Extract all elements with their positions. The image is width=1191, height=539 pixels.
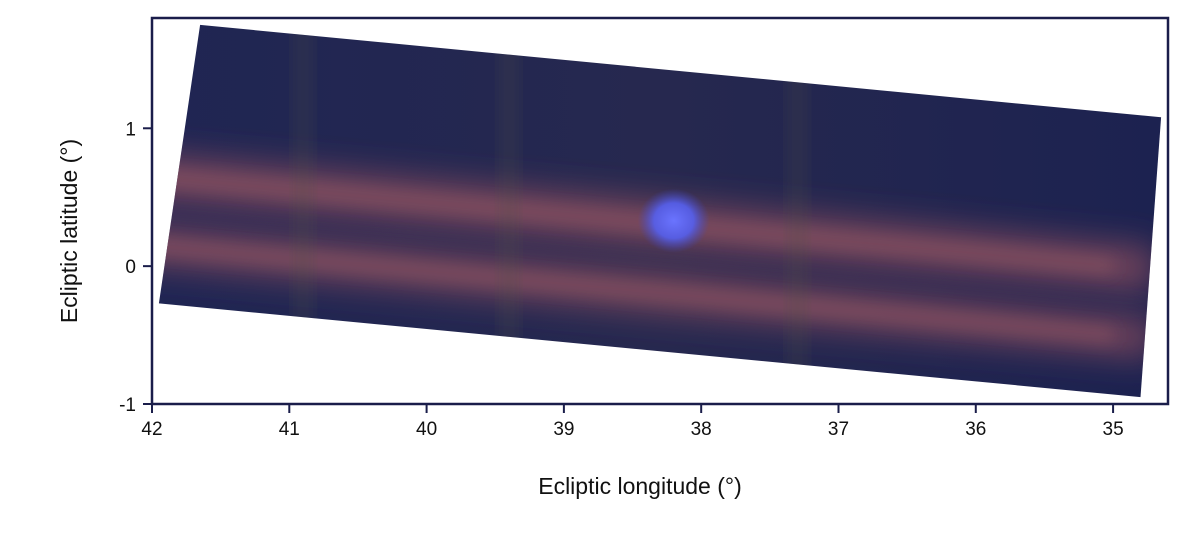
streak [787, 24, 808, 398]
x-axis: 42 41 40 39 38 37 36 35 [141, 404, 1124, 440]
x-tick-label: 39 [553, 419, 574, 440]
streak [498, 24, 519, 398]
y-axis-title: Ecliptic latitude (°) [56, 139, 82, 323]
vertical-streaks [293, 24, 808, 398]
x-tick-label: 35 [1103, 419, 1124, 440]
bright-source [637, 188, 710, 253]
y-tick-label: 0 [125, 257, 136, 278]
x-tick-label: 37 [828, 419, 849, 440]
y-tick-label: -1 [119, 395, 136, 416]
x-tick-label: 42 [141, 419, 162, 440]
x-tick-label: 41 [279, 419, 300, 440]
x-tick-label: 40 [416, 419, 437, 440]
image-footprint [158, 24, 1162, 398]
streak [293, 24, 314, 398]
x-tick-label: 38 [691, 419, 712, 440]
plot-frame [150, 16, 1170, 406]
y-axis: 1 0 -1 [119, 119, 152, 416]
plot-area [150, 16, 1170, 406]
y-tick-label: 1 [125, 119, 136, 140]
x-axis-title: Ecliptic longitude (°) [538, 473, 742, 499]
x-tick-label: 36 [965, 419, 986, 440]
